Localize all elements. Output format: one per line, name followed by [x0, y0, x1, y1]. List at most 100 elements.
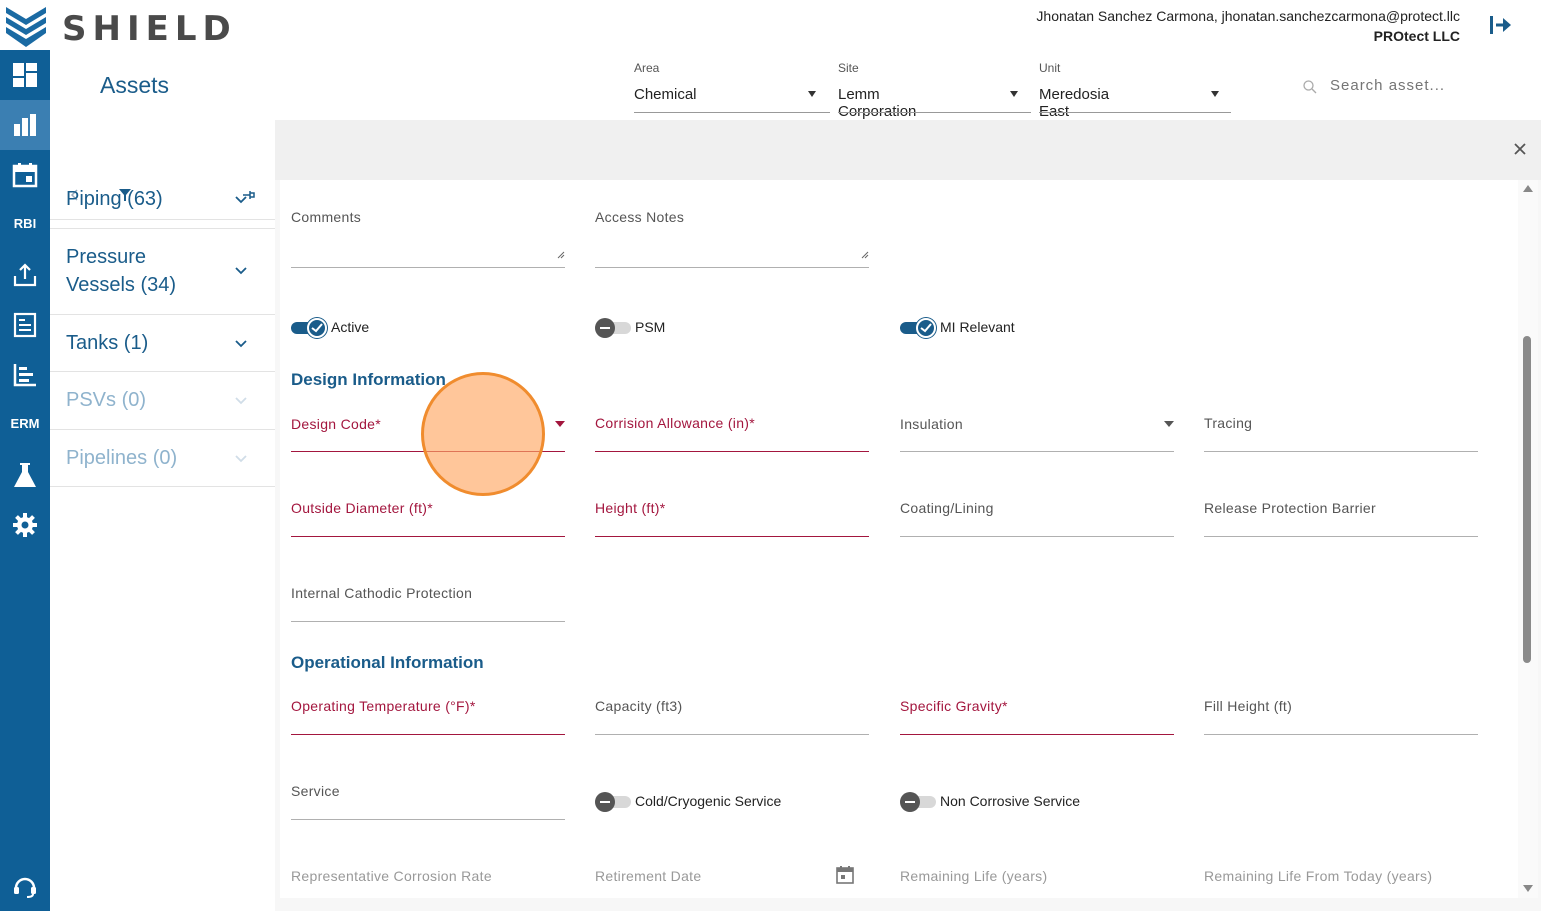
minus-icon	[600, 801, 610, 803]
search-input[interactable]	[1330, 77, 1500, 94]
cold-cryogenic-toggle[interactable]: Cold/Cryogenic Service	[595, 790, 815, 814]
unit-label: Unit	[1039, 61, 1061, 75]
dropdown-caret-icon	[808, 91, 816, 97]
side-nav: RBI ERM	[0, 50, 50, 911]
release-protection-input[interactable]: Release Protection Barrier	[1204, 500, 1478, 537]
non-corrosive-toggle[interactable]: Non Corrosive Service	[900, 790, 1120, 814]
bar-chart-icon	[13, 364, 36, 387]
assets-title: Assets	[100, 72, 170, 98]
service-underline	[291, 819, 565, 820]
category-piping[interactable]: Piping (63)	[50, 171, 275, 229]
representative-corrosion-rate-label: Representative Corrosion Rate	[291, 868, 492, 884]
category-label-line1: Pressure	[66, 246, 147, 268]
representative-corrosion-rate-field: Representative Corrosion Rate	[291, 868, 565, 898]
access-notes-underline	[595, 267, 869, 268]
detail-header	[275, 120, 1541, 180]
corrosion-allowance-input[interactable]: Corrision Allowance (in)*	[595, 415, 869, 452]
assets-building-icon	[14, 114, 36, 136]
dropdown-caret-icon	[1010, 91, 1018, 97]
check-icon	[311, 323, 323, 333]
top-bar: SHIELD Jhonatan Sanchez Carmona, jhonata…	[0, 0, 1541, 50]
resize-handle-icon[interactable]	[861, 251, 869, 259]
access-notes-label: Access Notes	[595, 209, 685, 225]
calendar-icon[interactable]	[835, 865, 855, 885]
nav-lab[interactable]	[0, 450, 50, 500]
release-protection-underline	[1204, 536, 1478, 537]
category-tanks[interactable]: Tanks (1)	[50, 315, 275, 372]
category-psvs: PSVs (0)	[50, 372, 275, 430]
nav-rbi[interactable]: RBI	[13, 216, 37, 231]
internal-cathodic-input[interactable]: Internal Cathodic Protection	[291, 585, 565, 622]
comments-label: Comments	[291, 209, 362, 225]
height-input[interactable]: Height (ft)*	[595, 500, 869, 537]
nav-assets[interactable]	[0, 100, 50, 150]
nav-dashboard[interactable]	[0, 50, 50, 100]
active-label: Active	[331, 319, 370, 335]
unit-underline	[1039, 112, 1231, 113]
dropdown-caret-icon	[555, 421, 565, 427]
collapse-left-icon[interactable]	[70, 188, 80, 202]
access-notes-field[interactable]: Access Notes	[595, 209, 869, 269]
active-toggle[interactable]: Active	[291, 316, 411, 340]
psm-toggle[interactable]: PSM	[595, 316, 715, 340]
report-icon	[13, 312, 37, 338]
comments-field[interactable]: Comments	[291, 209, 565, 269]
height-label: Height (ft)*	[595, 500, 666, 516]
unit-value: Meredosia East	[1039, 86, 1110, 120]
nav-settings[interactable]	[0, 500, 50, 550]
nav-support[interactable]	[0, 861, 50, 911]
gear-icon	[13, 513, 37, 537]
nav-erm[interactable]: ERM	[10, 416, 40, 431]
category-label: Pipelines (0)	[66, 447, 178, 469]
logout-icon[interactable]	[1487, 13, 1513, 37]
design-information-heading: Design Information	[291, 370, 446, 389]
operational-information-heading: Operational Information	[291, 653, 484, 672]
shield-logo[interactable]: SHIELD	[4, 3, 264, 49]
scrollbar-thumb[interactable]	[1523, 336, 1531, 663]
chevron-down-icon	[235, 397, 247, 405]
insulation-underline	[900, 451, 1174, 452]
toggle-knob	[916, 318, 936, 338]
category-label-line2: Vessels (34)	[66, 274, 177, 296]
nav-calendar[interactable]	[0, 150, 50, 200]
resize-handle-icon[interactable]	[557, 251, 565, 259]
nav-chart[interactable]	[0, 350, 50, 400]
specific-gravity-input[interactable]: Specific Gravity*	[900, 698, 1174, 735]
scroll-up-arrow-icon[interactable]	[1523, 185, 1533, 192]
area-underline	[634, 112, 830, 113]
nav-report[interactable]	[0, 300, 50, 350]
operating-temperature-underline	[291, 734, 565, 735]
search-box[interactable]	[1302, 77, 1502, 97]
filter-icon[interactable]	[118, 188, 132, 202]
tracing-label: Tracing	[1204, 415, 1253, 431]
remaining-life-field: Remaining Life (years)	[900, 868, 1174, 898]
coating-lining-underline	[900, 536, 1174, 537]
category-pressure-vessels[interactable]: Pressure Vessels (34)	[50, 229, 275, 315]
fill-height-input[interactable]: Fill Height (ft)	[1204, 698, 1478, 735]
outside-diameter-label: Outside Diameter (ft)*	[291, 500, 433, 516]
service-input[interactable]: Service	[291, 783, 565, 820]
category-label: Pressure Vessels (34)	[66, 243, 176, 299]
brand-name: SHIELD	[62, 9, 237, 49]
capacity-underline	[595, 734, 869, 735]
pin-icon[interactable]	[242, 188, 256, 202]
service-label: Service	[291, 783, 340, 799]
insulation-select[interactable]: Insulation	[900, 416, 1174, 452]
cold-cryogenic-label: Cold/Cryogenic Service	[635, 793, 782, 809]
close-icon[interactable]	[1513, 142, 1527, 156]
mi-relevant-label: MI Relevant	[940, 319, 1015, 335]
nav-upload[interactable]	[0, 250, 50, 300]
upload-icon	[13, 263, 37, 287]
category-label: Piping (63)	[66, 188, 163, 210]
operating-temperature-input[interactable]: Operating Temperature (°F)*	[291, 698, 565, 735]
scroll-down-arrow-icon[interactable]	[1523, 885, 1533, 892]
tracing-input[interactable]: Tracing	[1204, 415, 1478, 452]
outside-diameter-input[interactable]: Outside Diameter (ft)*	[291, 500, 565, 537]
capacity-input[interactable]: Capacity (ft3)	[595, 698, 869, 735]
mi-relevant-toggle[interactable]: MI Relevant	[900, 316, 1060, 340]
coating-lining-input[interactable]: Coating/Lining	[900, 500, 1174, 537]
user-info: Jhonatan Sanchez Carmona, jhonatan.sanch…	[1036, 6, 1460, 46]
minus-icon	[905, 801, 915, 803]
remaining-life-label: Remaining Life (years)	[900, 868, 1048, 884]
site-value: Lemm Corporation	[838, 86, 917, 120]
